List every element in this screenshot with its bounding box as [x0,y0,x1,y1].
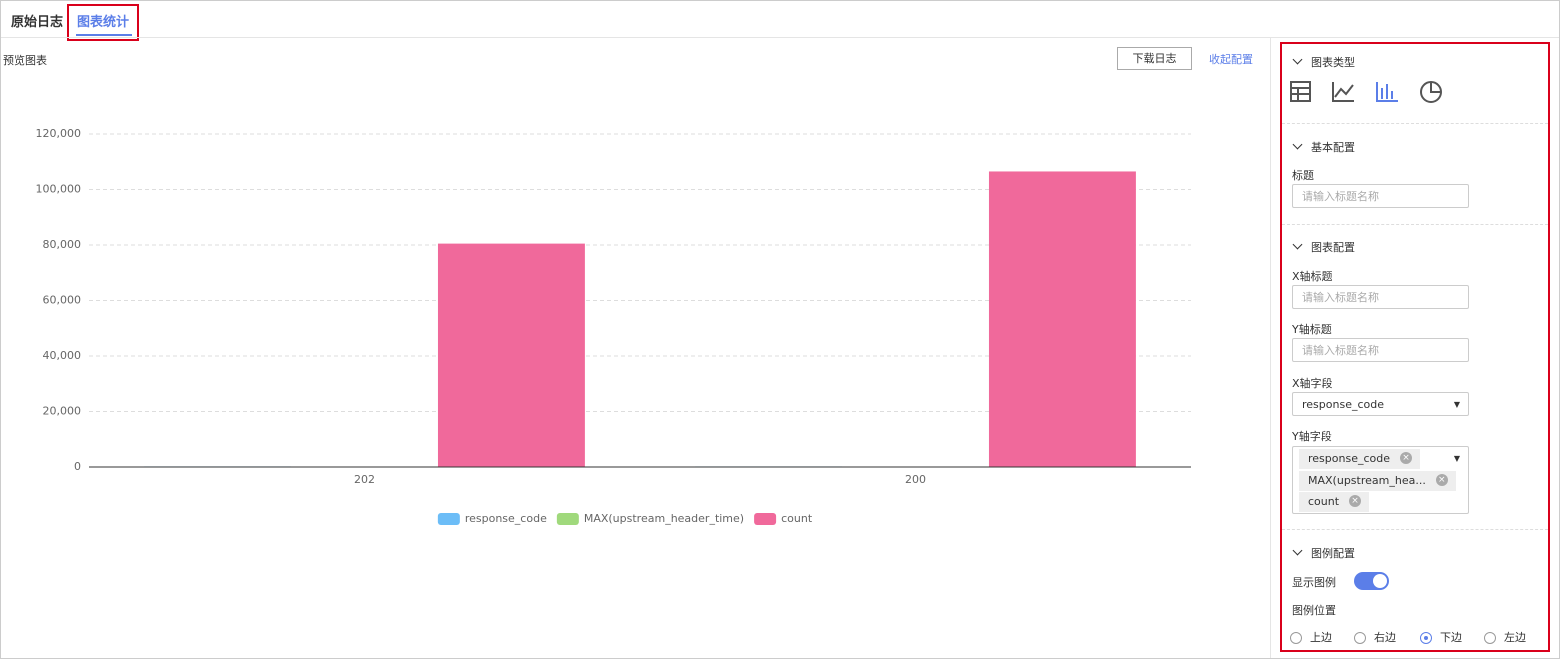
text-input[interactable]: 请输入标题名称 [1292,285,1469,309]
tab-active[interactable]: 图表统计 [77,15,130,30]
section-title: 图例配置 [1311,547,1355,560]
bar-icon[interactable] [1376,82,1398,102]
tag[interactable]: MAX(upstream_hea... [1299,471,1456,491]
chart-type-icons [1290,81,1442,103]
section-header[interactable]: 图例配置 [1292,545,1355,561]
divider [1282,123,1548,124]
section-header[interactable]: 图表类型 [1292,54,1355,70]
bar [988,171,1136,467]
pie-icon[interactable] [1420,81,1442,103]
section-title: 基本配置 [1311,141,1355,154]
radio-label: 下边 [1440,631,1462,644]
chart: 0 20,000 40,000 60,000 80,000 100,000 120,000 2… [36,127,1191,525]
tag[interactable]: count [1299,492,1370,512]
legend-label: count [781,512,813,525]
tab-divider [1,37,1559,38]
divider [1282,224,1548,225]
y-tick-label: 120,000 [36,127,82,140]
radio-label: 左边 [1504,631,1526,644]
download-button[interactable]: 下载日志 [1117,47,1192,70]
radio-label: 右边 [1374,631,1396,644]
legend-label: response_code [465,512,547,525]
y-tick-label: 80,000 [43,238,82,251]
text-input[interactable]: 请输入标题名称 [1292,338,1469,362]
highlight-box [67,4,139,41]
field-label: 图例位置 [1292,604,1336,617]
x-tick-label: 202 [354,473,375,486]
legend-swatch [754,513,777,525]
divider [1282,529,1548,530]
tab[interactable]: 原始日志 [11,15,64,30]
config-panel: 图表类型 基本配置 标题 请输入标题名称 图表配置 X轴标题 请输入标题名称 Y… [1280,42,1550,652]
legend-swatch [437,513,460,525]
section-header[interactable]: 基本配置 [1292,139,1355,155]
x-tick-label: 200 [905,473,926,486]
field-label: X轴标题 [1292,270,1333,283]
bar [437,243,585,467]
radio[interactable]: 上边 [1290,629,1332,645]
tag[interactable]: response_code [1299,449,1420,469]
toggle[interactable] [1354,572,1389,590]
y-tick-label: 20,000 [43,405,82,418]
field-label: 标题 [1292,169,1314,182]
radio[interactable]: 下边 [1420,629,1462,645]
select-value: response_code [1302,398,1384,411]
preview-label: 预览图表 [3,54,47,67]
radio-label: 上边 [1310,631,1332,644]
field-label: X轴字段 [1292,377,1333,390]
field-label: Y轴字段 [1292,430,1332,443]
panel-divider [1270,38,1271,658]
section-title: 图表配置 [1311,241,1355,254]
radio[interactable]: 右边 [1354,629,1396,645]
table-icon[interactable] [1290,81,1311,102]
y-tick-label: 0 [74,460,81,473]
field-label: 显示图例 [1292,576,1336,589]
radio[interactable]: 左边 [1484,629,1526,645]
tab-underline [76,34,132,36]
text-input[interactable]: 请输入标题名称 [1292,184,1469,208]
y-tick-label: 40,000 [43,349,82,362]
section-title: 图表类型 [1311,56,1355,69]
y-tick-label: 60,000 [43,294,82,307]
field-label: Y轴标题 [1292,323,1332,336]
y-tick-label: 100,000 [36,183,82,196]
legend-label: MAX(upstream_header_time) [584,512,744,525]
section-header[interactable]: 图表配置 [1292,239,1355,255]
collapse-link[interactable]: 收起配置 [1209,53,1253,66]
line-icon[interactable] [1332,82,1354,102]
multi-select[interactable]: response_code MAX(upstream_hea... count … [1292,446,1469,514]
select[interactable]: response_code ▼ [1292,392,1469,416]
legend-swatch [556,513,579,525]
